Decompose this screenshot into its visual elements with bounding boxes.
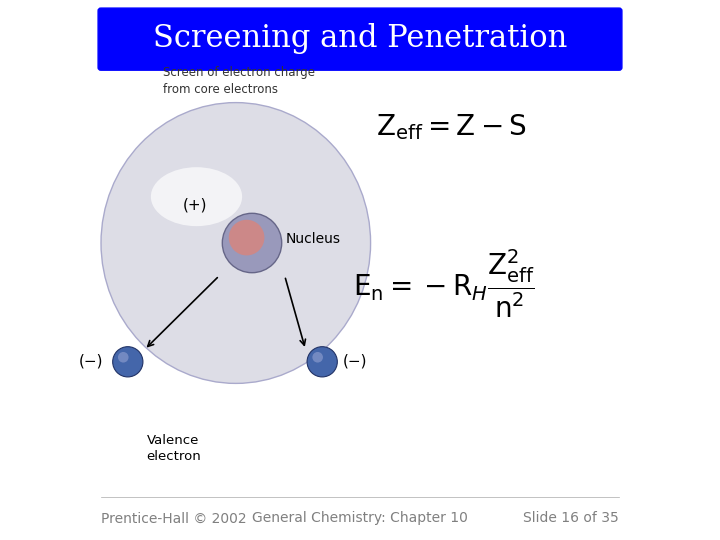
Circle shape	[312, 352, 323, 362]
Text: Prentice-Hall © 2002: Prentice-Hall © 2002	[101, 511, 246, 525]
Text: electron: electron	[147, 450, 202, 463]
Circle shape	[222, 213, 282, 273]
Text: from core electrons: from core electrons	[163, 83, 278, 96]
Text: General Chemistry: Chapter 10: General Chemistry: Chapter 10	[252, 511, 468, 525]
FancyBboxPatch shape	[98, 8, 622, 70]
Text: Valence: Valence	[147, 434, 199, 447]
Text: (+): (+)	[183, 198, 207, 213]
Text: Screening and Penetration: Screening and Penetration	[153, 23, 567, 55]
Circle shape	[118, 352, 129, 362]
Circle shape	[113, 347, 143, 377]
Text: $\mathrm{Z_{eff} = Z - S}$: $\mathrm{Z_{eff} = Z - S}$	[377, 112, 527, 142]
Ellipse shape	[151, 167, 242, 226]
Text: (−): (−)	[343, 353, 367, 368]
Circle shape	[229, 220, 264, 255]
Circle shape	[307, 347, 337, 377]
Text: Screen of electron charge: Screen of electron charge	[163, 66, 315, 79]
Text: Nucleus: Nucleus	[285, 232, 341, 246]
Text: Slide 16 of 35: Slide 16 of 35	[523, 511, 619, 525]
Text: (−): (−)	[79, 353, 104, 368]
Text: $\mathrm{E_n = - R_{\mathit{H}}\dfrac{Z_{eff}^{2}}{n^2}}$: $\mathrm{E_n = - R_{\mathit{H}}\dfrac{Z_…	[353, 247, 534, 320]
Ellipse shape	[101, 103, 371, 383]
